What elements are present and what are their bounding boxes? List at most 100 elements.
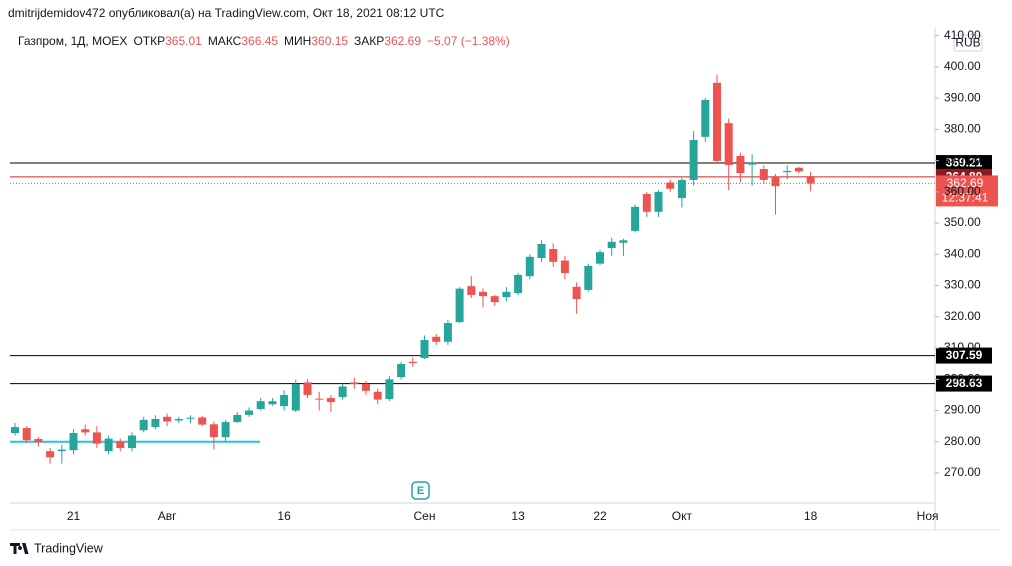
- legend-value: 362.69: [384, 34, 421, 48]
- candle-body: [443, 323, 452, 342]
- candle-body: [806, 176, 815, 184]
- y-tick-label: 390.00: [944, 90, 981, 104]
- candle-body: [350, 382, 359, 384]
- legend-label: ЗАКР: [354, 34, 385, 48]
- candle-body: [642, 194, 651, 212]
- candle-body: [245, 410, 253, 415]
- earnings-letter: E: [417, 485, 424, 497]
- y-tick-label: 340.00: [944, 246, 981, 260]
- x-tick-label: Сен: [414, 509, 436, 523]
- candle-body: [163, 416, 172, 422]
- candle-body: [736, 155, 745, 174]
- candle-body: [479, 291, 487, 297]
- candle-body: [537, 244, 546, 259]
- logo: TradingView: [34, 541, 104, 555]
- currency-button[interactable]: [953, 34, 983, 52]
- x-tick-label: 22: [593, 509, 607, 523]
- y-tick-label: 310.00: [944, 340, 981, 354]
- y-tick-label: 320.00: [944, 309, 981, 323]
- x-tick-label: 16: [277, 509, 291, 523]
- candle-body: [46, 451, 55, 458]
- candle-body: [34, 438, 43, 443]
- level-tag-label: 307.59: [946, 348, 983, 362]
- candle-body: [783, 170, 792, 173]
- candle-body: [596, 252, 604, 264]
- candle-body: [654, 191, 663, 212]
- level-tag: [936, 347, 992, 364]
- candle-body: [525, 256, 534, 277]
- candle-body: [116, 441, 125, 449]
- candle-body: [502, 291, 511, 298]
- candle-body: [315, 398, 324, 400]
- level-tag-label: 298.63: [946, 376, 983, 390]
- y-tick-label: 360.00: [944, 184, 981, 198]
- x-tick-label: 21: [67, 509, 81, 523]
- y-tick-label: 400.00: [944, 59, 981, 73]
- x-tick-label: 18: [804, 509, 818, 523]
- candle-body: [794, 167, 803, 172]
- candle-body: [362, 383, 370, 391]
- y-tick-label: 290.00: [944, 403, 981, 417]
- y-tick-label: 280.00: [944, 434, 981, 448]
- candle-body: [104, 438, 113, 452]
- candle-body: [771, 177, 780, 187]
- candle-body: [666, 182, 675, 189]
- x-tick-label: 13: [511, 509, 525, 523]
- candle-body: [233, 414, 242, 423]
- y-tick-label: 330.00: [944, 278, 981, 292]
- candle-body: [186, 417, 195, 419]
- candle-body: [139, 419, 148, 431]
- x-tick-label: Окт: [672, 509, 693, 523]
- candle-body: [338, 386, 347, 398]
- level-tag: [936, 155, 992, 172]
- candle-body: [22, 428, 31, 441]
- legend-value: 365.01: [165, 34, 202, 48]
- x-tick-label: Ноя: [917, 509, 939, 523]
- earnings-icon: [411, 481, 430, 500]
- candle-body: [326, 398, 335, 403]
- candle-body: [256, 401, 265, 409]
- candle-body: [713, 82, 721, 161]
- candle-body: [607, 241, 616, 249]
- candle-body: [198, 417, 207, 425]
- candle-body: [81, 429, 90, 433]
- legend: Газпром, 1Д, MOEX ОТКР365.01 МАКС366.45 МИН…: [18, 34, 516, 48]
- y-tick-label: 350.00: [944, 215, 981, 229]
- candle-body: [560, 260, 569, 274]
- candle-body: [572, 286, 581, 299]
- candle-body: [69, 433, 78, 451]
- plot: [10, 74, 935, 464]
- candle-body: [689, 139, 698, 180]
- candle-body: [619, 240, 628, 243]
- attribution: dmitrijdemidov472 опубликовал(а) на Trad…: [8, 6, 445, 20]
- legend-label: МАКС: [207, 34, 242, 48]
- legend-value: 366.45: [241, 34, 279, 48]
- candle-body: [677, 179, 686, 199]
- currency[interactable]: RUB: [955, 36, 980, 50]
- candle-body: [467, 286, 476, 295]
- y-tick-label: 410.00: [944, 28, 981, 42]
- candle-body: [631, 206, 640, 231]
- candle-body: [701, 99, 710, 137]
- candle-body: [420, 339, 429, 359]
- candle-body: [303, 382, 312, 395]
- logo-icon: [10, 543, 29, 554]
- candle-body: [151, 418, 160, 428]
- x-tick-label: Авг: [158, 509, 177, 523]
- candle-body: [57, 449, 66, 452]
- candle-body: [584, 265, 593, 290]
- candle-body: [291, 383, 300, 411]
- y-tick-label: 380.00: [944, 122, 981, 136]
- countdown: 12:37:41: [942, 191, 989, 205]
- legend-label: МИН: [284, 34, 312, 48]
- candle-body: [280, 394, 289, 407]
- candle-body: [174, 418, 183, 421]
- candle-body: [514, 274, 523, 294]
- candle-body: [92, 432, 101, 444]
- y-tick-label: 370.00: [944, 153, 981, 167]
- candle-body: [397, 363, 406, 378]
- last-price-tag: [936, 175, 998, 207]
- candle-body: [221, 422, 230, 438]
- candle-body: [268, 401, 277, 405]
